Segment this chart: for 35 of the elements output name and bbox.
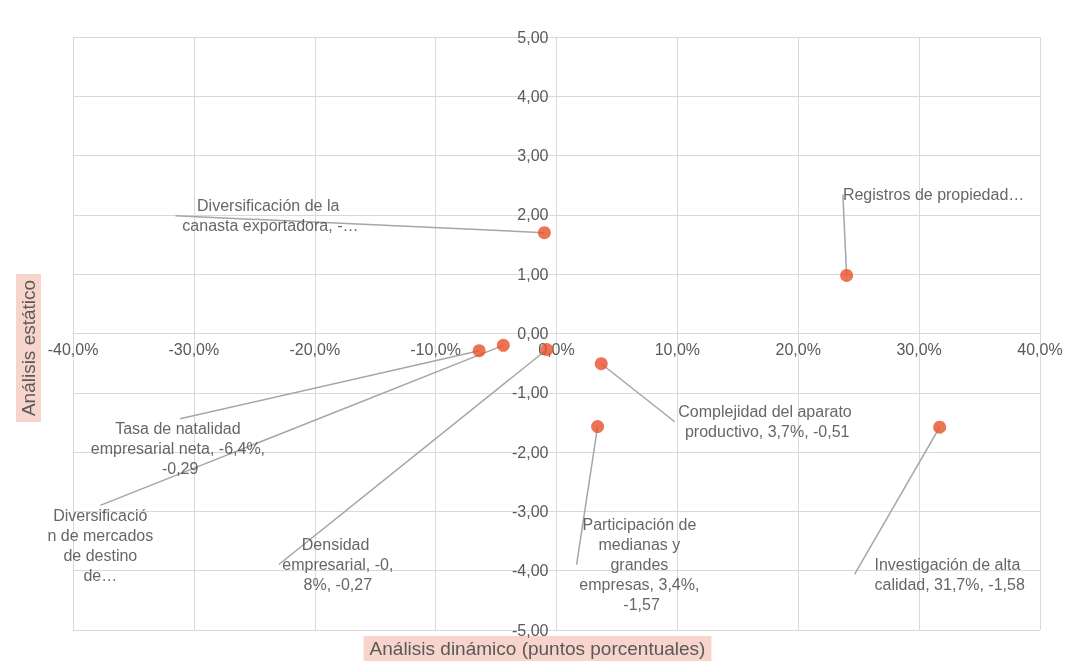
x-tick-label: -10,0% xyxy=(410,341,461,358)
annotation: Investigación de alta calidad, 31,7%, -1,58 xyxy=(874,555,1025,593)
annotation: Participación de medianas y grandes empresas, 3,4%, -1,57 xyxy=(579,516,704,614)
y-tick-label: -4,00 xyxy=(512,562,549,580)
y-tick-label: 2,00 xyxy=(517,206,549,224)
annotation: Diversificación de mercados de destino de… xyxy=(47,506,154,584)
y-tick-label: 1,00 xyxy=(517,265,549,283)
x-tick-label: 20,0% xyxy=(775,341,821,358)
x-tick-label: 30,0% xyxy=(896,341,942,358)
annotation: Complejidad del aparato productivo, 3,7%, -0,51 xyxy=(678,403,857,441)
point xyxy=(496,338,510,352)
y-tick-label: 3,00 xyxy=(517,147,549,165)
x-tick-label: -40,0% xyxy=(47,341,99,358)
annotation: Diversificación de la canasta exportadora, -… xyxy=(182,197,359,235)
y-tick-label: 0,00 xyxy=(517,325,549,342)
x-tick-label: 10,0% xyxy=(654,341,701,358)
point xyxy=(537,226,551,240)
y-tick-label: 4,00 xyxy=(517,87,549,105)
x-tick-label: -20,0% xyxy=(289,341,341,358)
point xyxy=(472,344,486,358)
annotation: Registros de propiedad… xyxy=(842,185,1025,203)
y-tick-label: 5,00 xyxy=(517,28,549,46)
y-tick-label: -3,00 xyxy=(512,502,549,520)
point xyxy=(933,420,947,434)
point xyxy=(594,357,608,371)
x-tick-label: -30,0% xyxy=(168,341,220,358)
y-tick-label: -2,00 xyxy=(512,443,549,461)
y-tick-label: -5,00 xyxy=(512,621,549,639)
x-tick-label: 40,0% xyxy=(1017,341,1063,358)
y-axis-title: Análisis estático xyxy=(18,279,39,417)
point xyxy=(840,268,854,282)
y-tick-label: -1,00 xyxy=(512,384,549,402)
x-axis-title: Análisis dinámico (puntos porcentuales) xyxy=(369,638,706,659)
annotation: Densidad empresarial, -0,8%, -0,27 xyxy=(282,536,394,594)
point xyxy=(591,420,605,434)
